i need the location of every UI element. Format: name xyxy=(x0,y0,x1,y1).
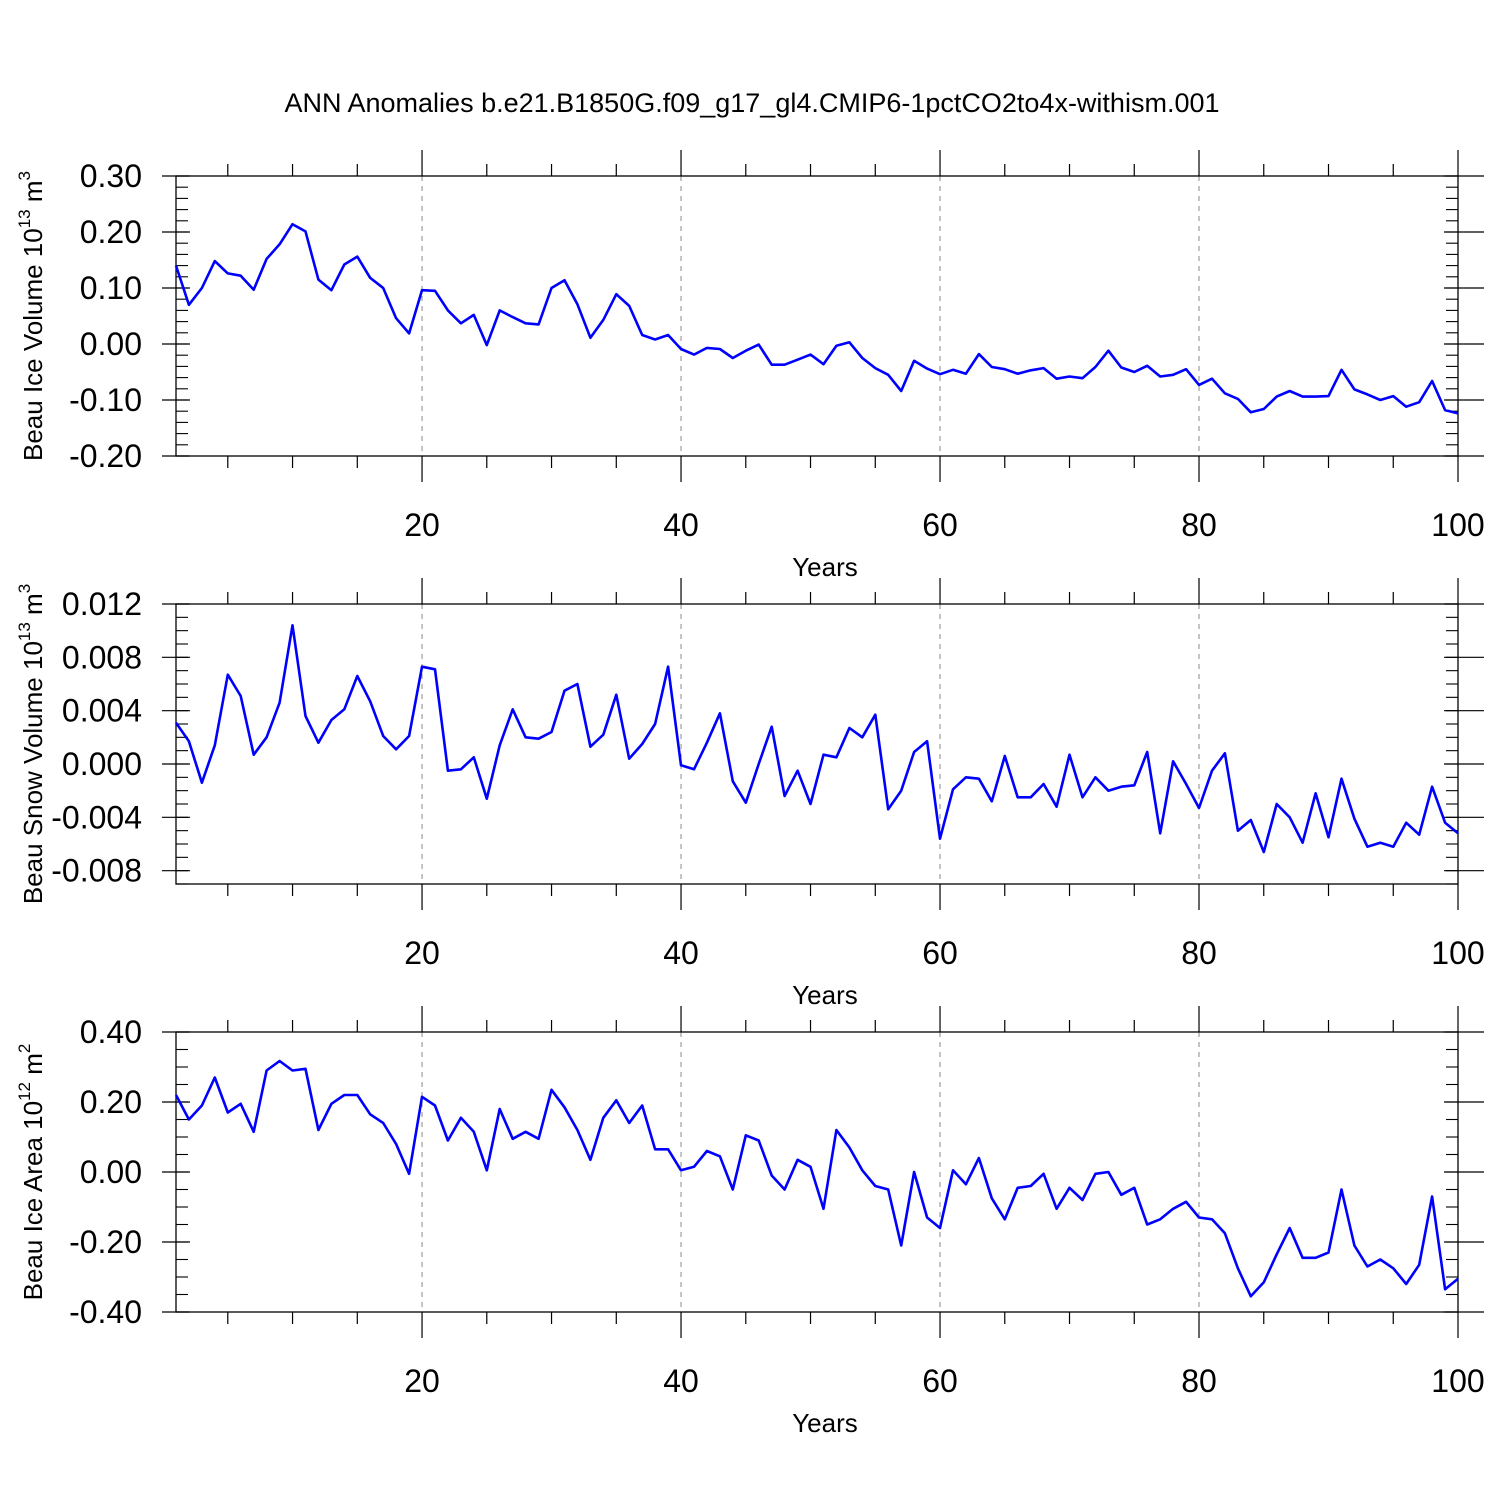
x-tick-label: 80 xyxy=(1181,507,1217,543)
y-tick-label: -0.004 xyxy=(51,799,142,835)
y-axis-label-unit: m xyxy=(18,180,48,209)
y-tick-label: 0.10 xyxy=(80,270,142,306)
y-tick-label: 0.008 xyxy=(62,639,142,675)
series-line xyxy=(174,1059,1459,1298)
y-tick-label: 0.000 xyxy=(62,746,142,782)
y-tick-label: -0.20 xyxy=(69,1224,142,1260)
y-tick-label: -0.40 xyxy=(69,1294,142,1330)
x-tick-label: 20 xyxy=(404,935,440,971)
y-tick-label: 0.00 xyxy=(80,1154,142,1190)
y-tick-label: 0.40 xyxy=(80,1014,142,1050)
y-tick-label: -0.10 xyxy=(69,382,142,418)
x-tick-label: 100 xyxy=(1431,507,1484,543)
plot-frame xyxy=(175,1031,1459,1313)
y-tick-label: 0.012 xyxy=(62,586,142,622)
y-tick-label: -0.008 xyxy=(51,853,142,889)
panels: 20 40 60 80 100 -0.20 -0.10 0.00 0.10 0.20 0.30 Yea… xyxy=(15,150,1485,1438)
y-axis-label: Beau Ice Volume 1013 m3 xyxy=(15,171,48,461)
panel-1: 20 40 60 80 100 -0.20 -0.10 0.00 0.10 0.20 0.30 Yea… xyxy=(15,150,1485,582)
x-tick-label: 40 xyxy=(663,507,699,543)
panel-2: 20 40 60 80 100 -0.008 -0.004 0.000 0.004 0.008 0.… xyxy=(15,578,1485,1010)
y-axis-label-exponent: 13 xyxy=(15,622,34,641)
x-axis-label: Years xyxy=(792,980,858,1010)
y-axis-label-text: Beau Ice Volume 10 xyxy=(18,228,48,461)
plot-frame xyxy=(175,603,1459,885)
series-line xyxy=(174,222,1459,415)
y-tick-label: 0.20 xyxy=(80,214,142,250)
y-axis-label-unit: m xyxy=(18,1053,48,1082)
y-axis-label-text: Beau Snow Volume 10 xyxy=(18,641,48,904)
x-tick-label: 100 xyxy=(1431,1363,1484,1399)
y-tick-label: 0.30 xyxy=(80,158,142,194)
series-line xyxy=(174,623,1459,854)
y-axis-label: Beau Ice Area 1012 m2 xyxy=(15,1044,48,1301)
y-axis-label-exponent: 12 xyxy=(15,1082,34,1101)
x-tick-label: 100 xyxy=(1431,935,1484,971)
y-tick-label: 0.20 xyxy=(80,1084,142,1120)
x-tick-label: 40 xyxy=(663,1363,699,1399)
y-axis-label-text: Beau Ice Area 10 xyxy=(18,1101,48,1300)
x-tick-label: 80 xyxy=(1181,1363,1217,1399)
y-axis-label-exponent: 13 xyxy=(15,209,34,228)
y-tick-label: 0.004 xyxy=(62,693,142,729)
panel-3: 20 40 60 80 100 -0.40 -0.20 0.00 0.20 0.40 Years Be… xyxy=(15,1006,1485,1438)
y-axis-label-unit-exponent: 2 xyxy=(15,1044,34,1053)
figure-title: ANN Anomalies b.e21.B1850G.f09_g17_gl4.C… xyxy=(284,88,1219,118)
y-axis-label-unit-exponent: 3 xyxy=(15,171,34,180)
y-tick-label: -0.20 xyxy=(69,438,142,474)
x-tick-label: 60 xyxy=(922,507,958,543)
x-tick-label: 20 xyxy=(404,1363,440,1399)
y-axis-label-unit-exponent: 3 xyxy=(15,584,34,593)
y-axis-label: Beau Snow Volume 1013 m3 xyxy=(15,584,48,904)
y-axis-label-unit: m xyxy=(18,593,48,622)
y-tick-label: 0.00 xyxy=(80,326,142,362)
x-axis-label: Years xyxy=(792,1408,858,1438)
x-tick-label: 40 xyxy=(663,935,699,971)
plot-frame xyxy=(175,175,1459,457)
x-axis-label: Years xyxy=(792,552,858,582)
x-tick-label: 80 xyxy=(1181,935,1217,971)
x-tick-label: 20 xyxy=(404,507,440,543)
x-tick-label: 60 xyxy=(922,1363,958,1399)
x-tick-label: 60 xyxy=(922,935,958,971)
